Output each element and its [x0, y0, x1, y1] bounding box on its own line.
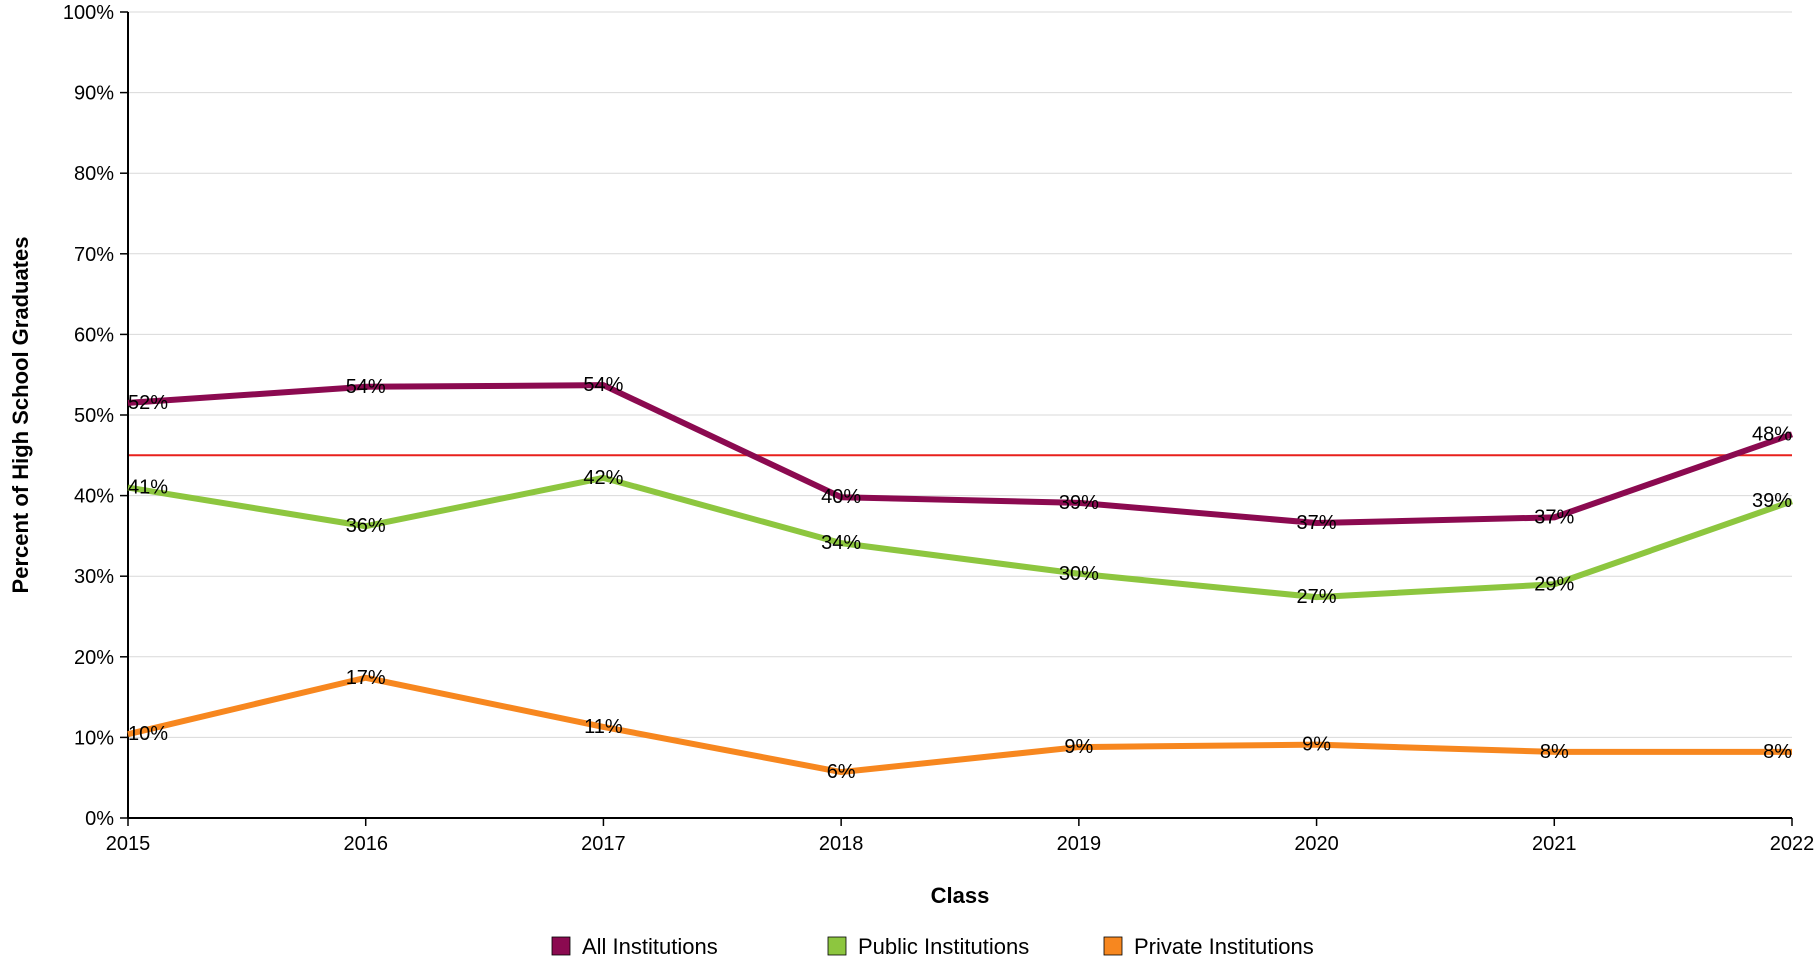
data-label: 9%	[1302, 734, 1331, 756]
y-tick-label: 0%	[85, 808, 114, 830]
data-label: 30%	[1059, 563, 1099, 585]
data-label: 6%	[827, 761, 856, 783]
legend-swatch	[1103, 936, 1123, 956]
data-label: 39%	[1059, 492, 1099, 514]
legend-swatch	[551, 936, 571, 956]
series-line-all-institutions	[127, 382, 1793, 527]
x-tick-label: 2021	[1532, 833, 1577, 855]
gridlines	[128, 11, 1792, 738]
y-tick-label: 50%	[74, 405, 114, 427]
data-label: 48%	[1752, 423, 1792, 445]
data-label: 42%	[583, 467, 623, 489]
y-tick-label: 20%	[74, 647, 114, 669]
x-tick-label: 2016	[343, 833, 388, 855]
legend-swatch	[827, 936, 847, 956]
series-line-private-institutions	[127, 674, 1792, 776]
legend-label: Public Institutions	[858, 934, 1029, 959]
data-label: 36%	[346, 515, 386, 537]
x-axis-title: Class	[931, 883, 990, 908]
x-tick-label: 2018	[819, 833, 864, 855]
series-layer	[127, 382, 1793, 776]
data-label: 9%	[1064, 736, 1093, 758]
data-label: 39%	[1752, 490, 1792, 512]
data-label: 37%	[1297, 512, 1337, 534]
data-label: 40%	[821, 486, 861, 508]
legend-label: All Institutions	[582, 934, 718, 959]
y-tick-label: 30%	[74, 566, 114, 588]
data-label: 37%	[1534, 506, 1574, 528]
data-label: 8%	[1763, 741, 1792, 763]
data-label: 34%	[821, 532, 861, 554]
y-tick-label: 60%	[74, 324, 114, 346]
x-tick-label: 2019	[1057, 833, 1102, 855]
data-label: 17%	[346, 667, 386, 689]
x-tick-label: 2015	[106, 833, 151, 855]
series-line-public-institutions	[127, 474, 1793, 601]
data-label: 54%	[583, 374, 623, 396]
x-tick-label: 2022	[1770, 833, 1815, 855]
data-label: 41%	[128, 477, 168, 499]
y-tick-label: 80%	[74, 163, 114, 185]
data-label: 11%	[584, 716, 623, 738]
axes: 0% 10% 20% 30% 40% 50% 60% 70% 80% 90% 100% 2015 201…	[63, 2, 1814, 855]
data-label: 54%	[346, 376, 386, 398]
legend-label: Private Institutions	[1134, 934, 1314, 959]
y-tick-label: 10%	[74, 727, 114, 749]
data-label: 52%	[128, 392, 168, 414]
data-label: 29%	[1534, 573, 1574, 595]
x-tick-label: 2017	[581, 833, 626, 855]
legend: All Institutions Public Institutions Priva…	[551, 934, 1314, 959]
y-tick-label: 40%	[74, 486, 114, 508]
data-label: 8%	[1540, 741, 1569, 763]
y-axis-title: Percent of High School Graduates	[8, 237, 33, 594]
data-label: 10%	[128, 723, 168, 745]
y-tick-label: 90%	[74, 83, 114, 105]
data-labels: 52% 54% 54% 40% 39% 37% 37% 48% 41% 36% 42% 34% 30% 2…	[128, 374, 1792, 783]
x-tick-label: 2020	[1294, 833, 1339, 855]
y-tick-label: 70%	[74, 244, 114, 266]
data-label: 27%	[1297, 586, 1337, 608]
y-tick-label: 100%	[63, 2, 114, 24]
